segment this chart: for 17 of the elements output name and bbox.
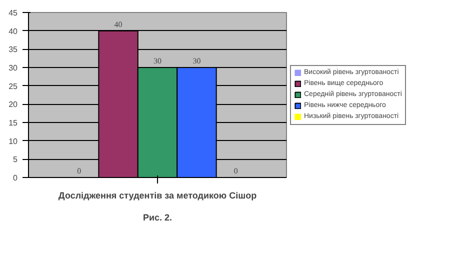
data-label: 0 [234,166,238,176]
y-tick-label: 35 [8,45,18,54]
y-tick-label: 10 [8,136,18,146]
y-tick-label: 5 [13,155,18,164]
data-label: 40 [114,20,122,29]
data-label: 30 [154,56,162,66]
data-label: 0 [77,166,82,176]
data-label: 30 [192,56,201,66]
y-tick-label: 40 [8,26,18,36]
y-tick-label: 25 [8,82,18,91]
y-tick-label: 0 [13,174,18,182]
text: Рис. 2. [142,212,172,222]
y-tick-label: 30 [8,64,18,72]
y-tick-label: 20 [8,100,18,110]
y-tick-label: 15 [8,118,18,128]
y-tick-label: 45 [8,8,18,18]
text: Дослідження студентів за методикою Сішор [58,190,258,200]
